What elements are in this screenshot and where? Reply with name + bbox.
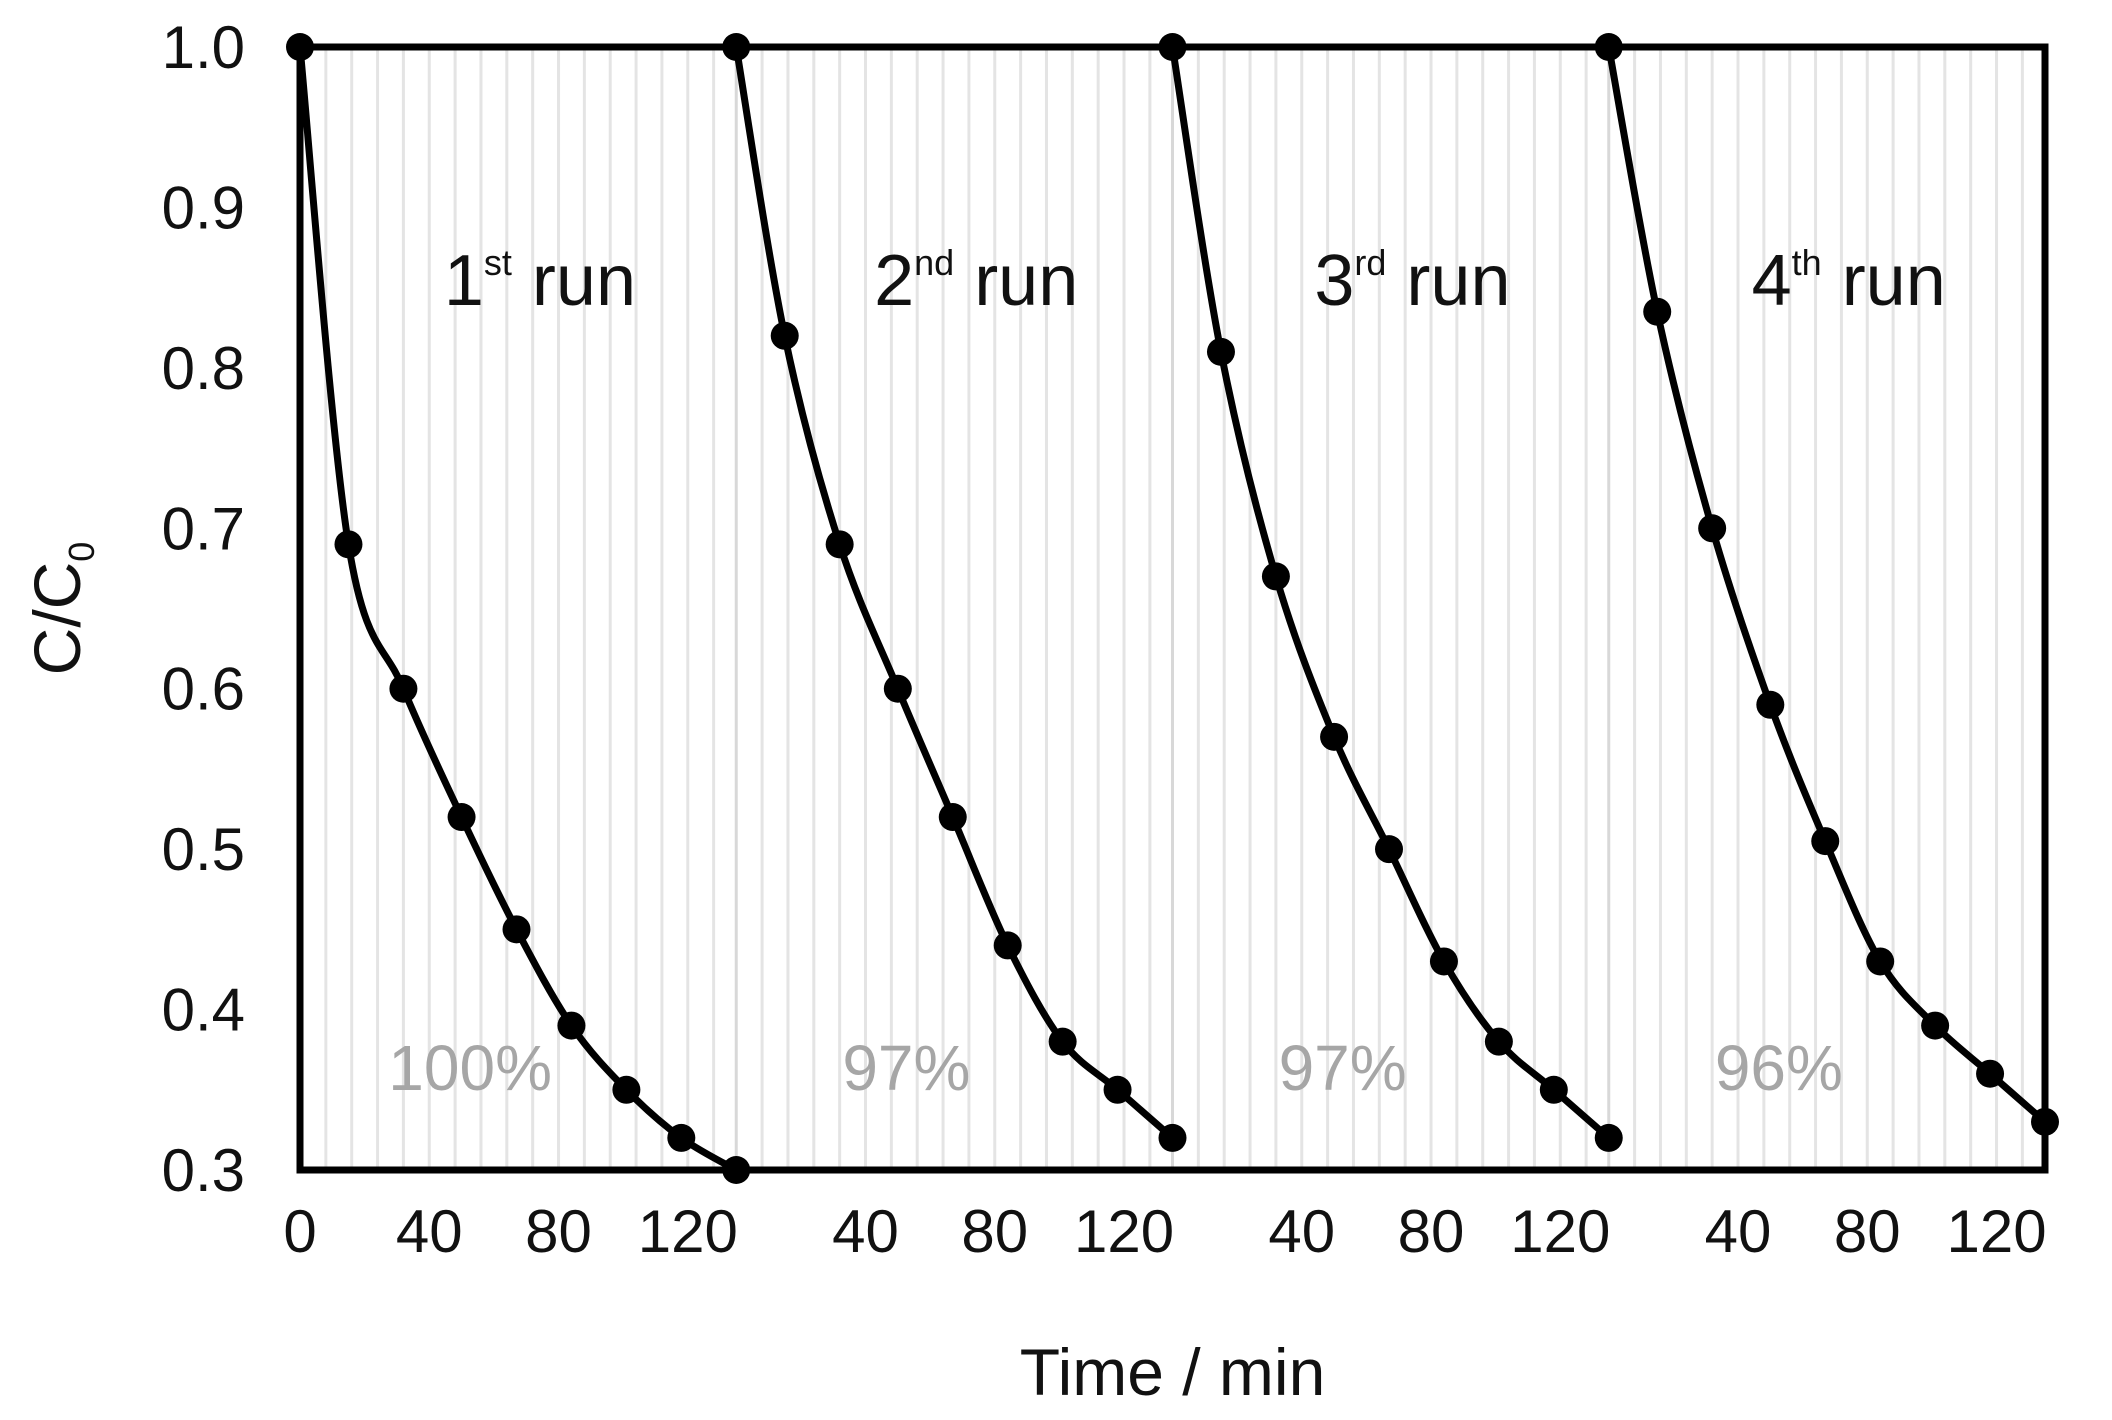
run-label-number: 3 [1314,241,1354,321]
x-tick-label: 0 [283,1198,316,1265]
x-tick-label: 120 [638,1198,738,1265]
efficiency-label-run-3: 97% [1279,1032,1407,1104]
x-axis-label: Time / min [1020,1335,1326,1409]
y-tick-label: 0.7 [162,495,245,562]
run-label-word: run [1386,241,1510,321]
run-label-4: 4th run [1752,241,1946,321]
run-label-ordinal: th [1792,242,1822,283]
data-point [1158,1123,1187,1152]
data-point [1811,827,1840,856]
run-label-3: 3rd run [1314,241,1510,321]
data-point [1698,514,1727,543]
data-point [557,1011,586,1040]
x-tick-label: 40 [396,1198,463,1265]
x-tick-label: 120 [1946,1198,2046,1265]
x-tick-label: 80 [961,1198,1028,1265]
data-point [667,1123,696,1152]
series-line-run-3 [1169,46,1612,1141]
data-point [1375,835,1404,864]
y-tick-label: 1.0 [162,14,245,81]
run-label-word: run [1822,241,1946,321]
run-labels: 1st run 2nd run 3rd run 4th run [444,241,1946,321]
run-label-ordinal: nd [914,242,954,283]
run-label-number: 2 [874,241,914,321]
data-point [1539,1075,1568,1104]
data-point [1103,1075,1132,1104]
data-point [1921,1011,1950,1040]
data-points [286,33,2059,1184]
data-point [389,674,418,703]
run-label-word: run [954,241,1078,321]
x-tick-label: 40 [832,1198,899,1265]
x-tick-labels: 0 40 80 120 40 80 120 40 80 120 40 80 120 [283,1198,2046,1265]
data-point [1429,947,1458,976]
x-tick-label: 80 [1398,1198,1465,1265]
y-tick-label: 0.5 [162,816,245,883]
y-axis-label-main: C/C [20,562,94,676]
y-tick-label: 0.4 [162,977,245,1044]
data-point [1756,690,1785,719]
data-point [825,530,854,559]
data-point [1484,1027,1513,1056]
data-point [334,530,363,559]
efficiency-label-run-2: 97% [842,1032,970,1104]
run-label-number: 1 [444,241,484,321]
data-point [1261,562,1290,591]
grid-lines [324,47,2024,1170]
data-point [1206,337,1235,366]
y-axis-label: C/C0 [20,542,102,676]
x-tick-label: 40 [1705,1198,1772,1265]
run-label-word: run [512,241,636,321]
data-point [1048,1027,1077,1056]
run-label-2: 2nd run [874,241,1078,321]
x-tick-label: 80 [525,1198,592,1265]
efficiency-label-run-1: 100% [388,1032,552,1104]
data-point [612,1075,641,1104]
x-tick-label: 120 [1074,1198,1174,1265]
data-point [1320,722,1349,751]
y-tick-label: 0.9 [162,174,245,241]
run-label-ordinal: rd [1354,242,1386,283]
y-axis-label-subscript: 0 [61,542,102,562]
efficiency-labels: 100% 97% 97% 96% [388,1032,1843,1104]
data-point [1866,947,1895,976]
data-point [883,674,912,703]
y-tick-labels: 0.3 0.4 0.5 0.6 0.7 0.8 0.9 1.0 [162,14,245,1204]
data-point [1594,1123,1623,1152]
series-line-run-4 [1605,46,2048,1125]
run-separators [734,47,1611,1170]
data-point [938,803,967,832]
data-point [770,321,799,350]
run-label-1: 1st run [444,241,636,321]
data-point [447,803,476,832]
x-tick-label: 80 [1834,1198,1901,1265]
series-line-run-2 [732,46,1175,1141]
data-point [502,915,531,944]
y-tick-label: 0.6 [162,656,245,723]
x-tick-label: 40 [1268,1198,1335,1265]
y-tick-label: 0.8 [162,335,245,402]
plot-frame [296,43,2049,1174]
data-point [993,931,1022,960]
data-point [1643,297,1672,326]
efficiency-label-run-4: 96% [1715,1032,1843,1104]
series-line-run-1 [296,46,739,1174]
x-tick-label: 120 [1510,1198,1610,1265]
y-tick-label: 0.3 [162,1137,245,1204]
run-label-number: 4 [1752,241,1792,321]
data-point [1976,1059,2005,1088]
run-label-ordinal: st [484,242,512,283]
